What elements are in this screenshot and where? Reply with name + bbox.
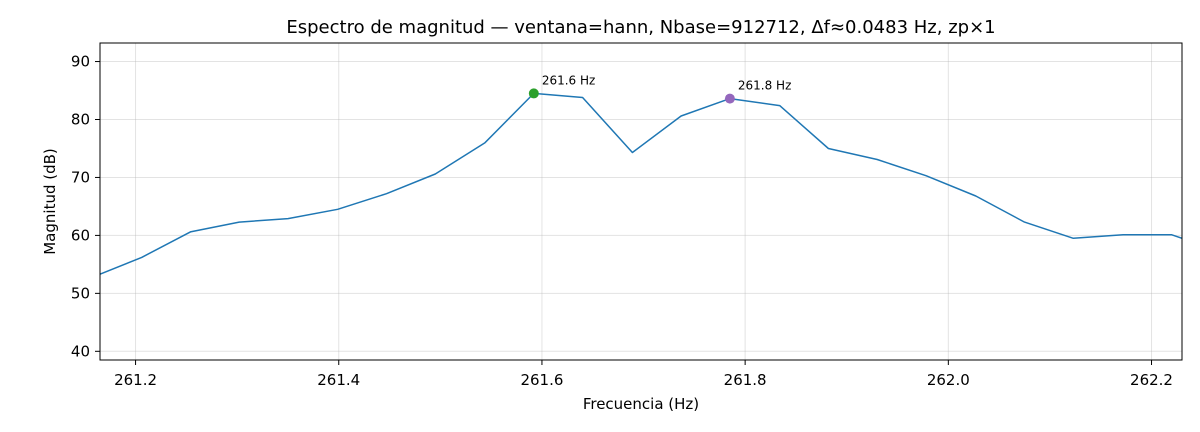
x-tick-label: 261.2 (114, 371, 157, 389)
y-tick-label: 40 (71, 342, 90, 360)
x-axis-label: Frecuencia (Hz) (583, 395, 699, 413)
chart-title: Espectro de magnitud — ventana=hann, Nba… (286, 17, 995, 38)
grid-layer (100, 43, 1182, 360)
x-tick-label: 262.2 (1130, 371, 1173, 389)
x-tick-label: 261.6 (520, 371, 563, 389)
peak-label: 261.6 Hz (542, 73, 596, 87)
y-tick-label: 80 (71, 110, 90, 128)
plot-frame (99, 42, 1183, 361)
y-tick-label: 50 (71, 284, 90, 302)
tick-layer: 261.2 261.4 261.6 261.8 262.0 262.2 40 50 60 70 80… (71, 53, 1173, 389)
x-tick-label: 262.0 (927, 371, 970, 389)
x-tick-label: 261.8 (724, 371, 767, 389)
x-tick-label: 261.4 (317, 371, 360, 389)
y-tick-label: 60 (71, 226, 90, 244)
y-tick-label: 70 (71, 168, 90, 186)
y-axis-label: Magnitud (dB) (41, 148, 59, 255)
peak-label: 261.8 Hz (738, 79, 792, 93)
peak-marker (528, 88, 539, 99)
plot-layer: 261.6 Hz 261.8 Hz (100, 73, 1182, 275)
spectrum-line (100, 92, 1182, 275)
peak-marker (724, 93, 735, 104)
y-tick-label: 90 (71, 53, 90, 71)
